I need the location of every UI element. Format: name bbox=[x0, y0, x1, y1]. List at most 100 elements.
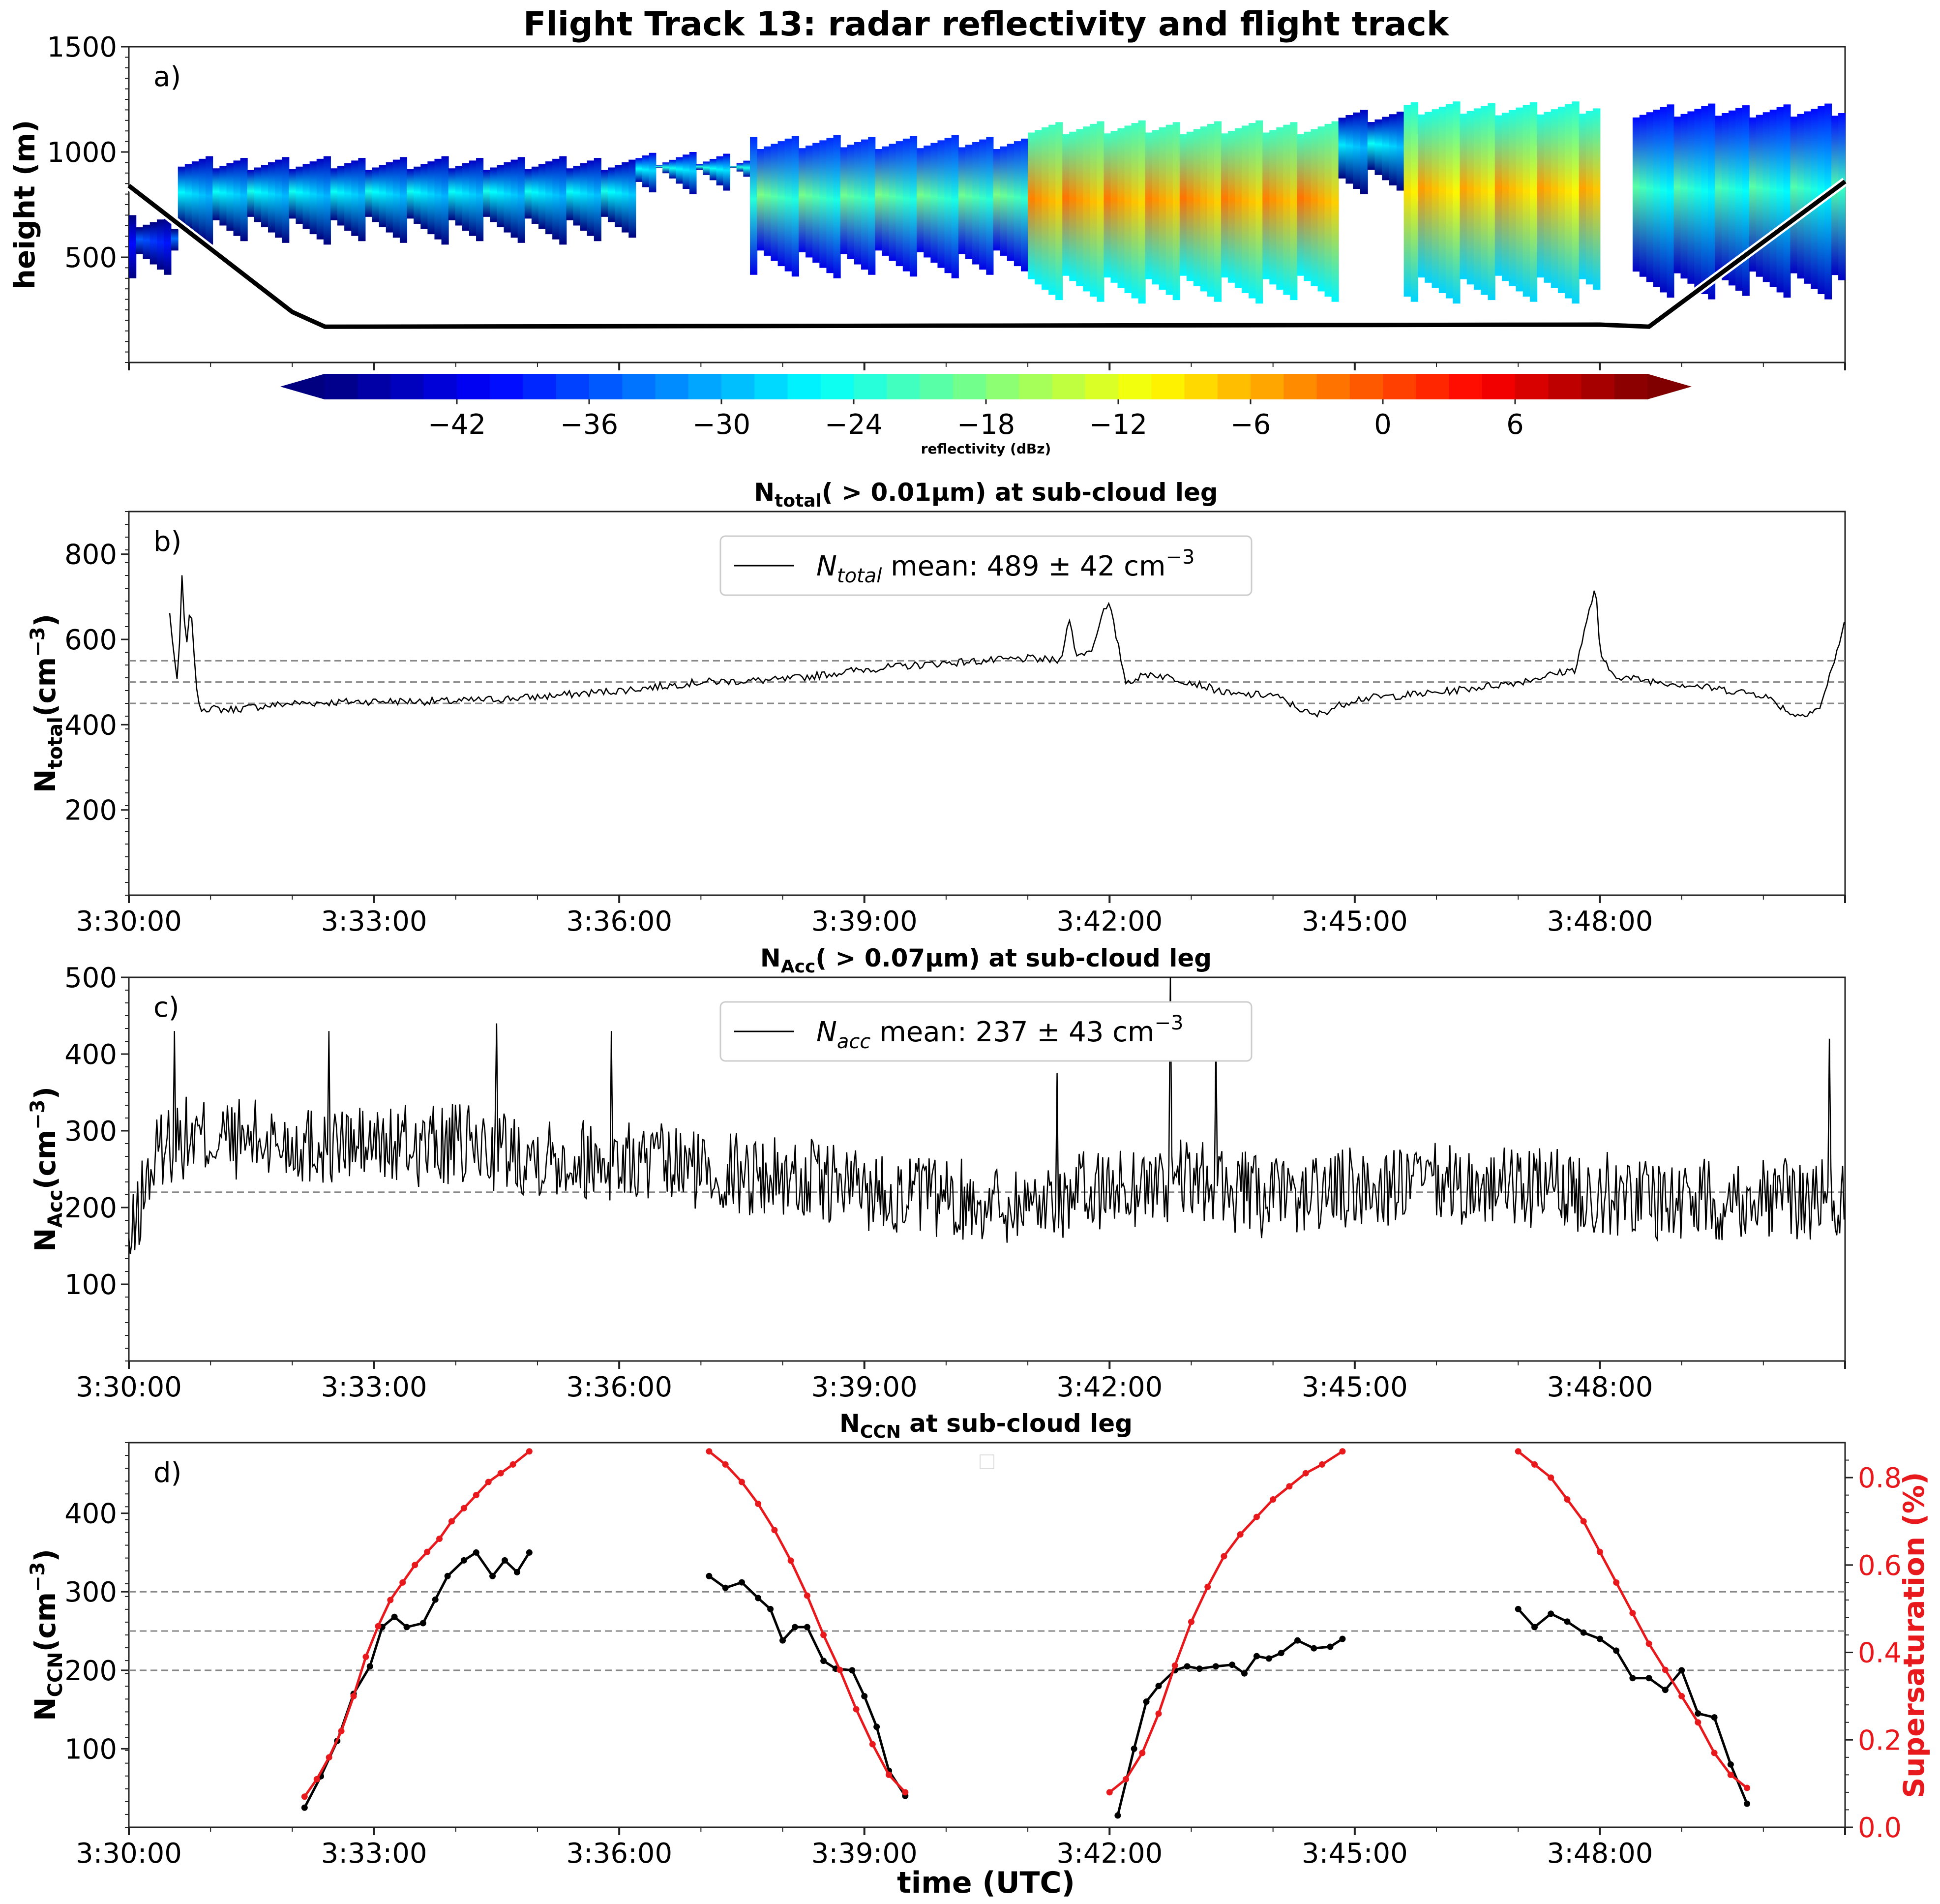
panel-c-ylabel-subscript: Acc bbox=[44, 1189, 67, 1228]
panel-a-echo-strip-1 bbox=[414, 166, 421, 224]
panel-d-xtick-label-2: 3:36:00 bbox=[566, 1838, 672, 1870]
panel-a-echo-strip-7 bbox=[1762, 112, 1770, 282]
panel-a-echo-strip-2 bbox=[709, 159, 717, 181]
panel-d-point-5-9 bbox=[1253, 1513, 1260, 1520]
panel-a-echo-strip-3 bbox=[868, 137, 876, 275]
panel-a-echo-strip-0 bbox=[164, 216, 172, 275]
x-axis-label: time (UTC) bbox=[897, 1866, 1075, 1900]
panel-d-point-4-6 bbox=[1196, 1665, 1203, 1672]
panel-a-echo-strip-3 bbox=[757, 149, 765, 251]
panel-d-point-4-14 bbox=[1311, 1645, 1317, 1652]
panel-d-point-2-8 bbox=[820, 1658, 827, 1664]
panel-a-echo-strip-1 bbox=[607, 167, 616, 222]
panel-d-point-1-3 bbox=[338, 1728, 345, 1734]
panel-d-point-4-7 bbox=[1212, 1663, 1219, 1670]
panel-d-point-2-4 bbox=[767, 1605, 774, 1612]
panel-a-echo-strip-1 bbox=[184, 164, 192, 229]
panel-a-echo-strip-3 bbox=[833, 135, 841, 278]
colorbar-segment-33 bbox=[1416, 374, 1450, 399]
colorbar-segment-1 bbox=[358, 374, 391, 399]
panel-a-echo-strip-4 bbox=[1042, 127, 1049, 290]
panel-a-echo-strip-3 bbox=[764, 146, 772, 256]
panel-a-echo-strip-1 bbox=[517, 157, 525, 243]
colorbar-tick-label-6: −6 bbox=[1230, 409, 1271, 441]
panel-a-echo-strip-3 bbox=[917, 148, 925, 252]
panel-a-echo-strip-4 bbox=[1331, 121, 1339, 302]
panel-c-xtick-label-4: 3:42:00 bbox=[1056, 1371, 1163, 1403]
panel-d-series-3 bbox=[708, 1450, 906, 1793]
panel-d-title: NCCN at sub-cloud leg bbox=[839, 1409, 1133, 1442]
panel-a-echo-strip-1 bbox=[497, 165, 505, 228]
panel-a-echo-strip-1 bbox=[441, 156, 449, 245]
panel-a-echo-strip-3 bbox=[812, 143, 820, 263]
panel-a-echo-strip-2 bbox=[656, 165, 663, 168]
panel-a-echo-strip-3 bbox=[784, 138, 792, 272]
colorbar-segment-32 bbox=[1383, 374, 1417, 399]
panel-d-point-4-2 bbox=[1143, 1698, 1150, 1705]
panel-d-point-0-9 bbox=[432, 1596, 439, 1603]
panel-d-xtick-label-0: 3:30:00 bbox=[76, 1838, 182, 1870]
panel-c-ylabel-units: (cm bbox=[29, 1130, 62, 1189]
panel-a-echo-strip-6 bbox=[1403, 105, 1411, 297]
panel-c-legend-subscript: acc bbox=[837, 1030, 871, 1053]
panel-a-echo-strip-3 bbox=[777, 141, 785, 267]
panel-d-point-3-10 bbox=[869, 1741, 876, 1748]
panel-d-point-5-8 bbox=[1237, 1531, 1244, 1538]
panel-d-point-3-1 bbox=[722, 1461, 729, 1468]
panel-a-echo-strip-1 bbox=[573, 165, 581, 226]
panel-d-point-3-12 bbox=[902, 1789, 909, 1796]
panel-a-flight-track bbox=[127, 180, 1847, 329]
panel-a-echo-strip-3 bbox=[972, 142, 980, 265]
panel-a-echo-strip-2 bbox=[676, 157, 684, 184]
panel-b-title-rest: ( > 0.01μm) at sub-cloud leg bbox=[822, 478, 1218, 507]
panel-a-echo-strip-6 bbox=[1438, 106, 1447, 293]
panel-b-ytick-label-0: 200 bbox=[64, 795, 117, 827]
panel-d-point-4-3 bbox=[1155, 1683, 1162, 1690]
panel-b-xtick-label-0: 3:30:00 bbox=[76, 906, 182, 937]
panel-a-echo-strip-3 bbox=[993, 149, 1001, 251]
panel-d-point-5-10 bbox=[1270, 1496, 1277, 1503]
panel-a-echo-strip-3 bbox=[847, 145, 855, 259]
panel-d-point-0-8 bbox=[419, 1620, 426, 1627]
panel-d-ytick-right-label-4: 0.8 bbox=[1858, 1462, 1902, 1494]
panel-b-xtick-label-1: 3:33:00 bbox=[321, 906, 427, 937]
panel-b-legend-label: Ntotal mean: 489 ± 42 cm−3 bbox=[816, 546, 1194, 587]
panel-d-point-2-2 bbox=[738, 1579, 745, 1586]
panel-c-title-rest: ( > 0.07μm) at sub-cloud leg bbox=[815, 944, 1212, 972]
colorbar-segment-17 bbox=[887, 374, 921, 399]
panel-d-ylabel-right: Supersaturation (%) bbox=[1897, 1472, 1931, 1798]
panel-a-echo-strip-4 bbox=[1304, 131, 1312, 281]
panel-a-echo-strip-1 bbox=[330, 168, 338, 220]
panel-a-echo-strip-1 bbox=[531, 166, 539, 224]
panel-d-point-6-3 bbox=[1564, 1618, 1571, 1625]
panel-d-point-3-0 bbox=[706, 1448, 713, 1455]
panel-a-echo-strip-6 bbox=[1572, 101, 1580, 304]
panel-d-point-1-4 bbox=[350, 1692, 357, 1699]
panel-a-echo-strip-3 bbox=[771, 144, 778, 261]
panel-d-point-1-9 bbox=[412, 1562, 418, 1569]
panel-c-title: NAcc( > 0.07μm) at sub-cloud leg bbox=[760, 944, 1212, 977]
panel-a-echo-strip-4 bbox=[1172, 122, 1180, 301]
panel-a-echo-strip-1 bbox=[455, 165, 463, 226]
colorbar-segment-8 bbox=[589, 374, 623, 399]
panel-a-echo-strip-1 bbox=[566, 168, 574, 220]
panel-a-echo-strip-7 bbox=[1667, 104, 1674, 298]
panel-a-echo-strip-4 bbox=[1221, 133, 1229, 278]
panel-a-echo-strip-1 bbox=[524, 169, 532, 219]
colorbar-extend-low bbox=[280, 374, 325, 399]
panel-a-echo-strip-3 bbox=[951, 135, 959, 278]
panel-b-title: Ntotal( > 0.01μm) at sub-cloud leg bbox=[754, 478, 1218, 511]
panel-a-echo-strip-4 bbox=[1242, 125, 1250, 293]
colorbar-segment-36 bbox=[1515, 374, 1549, 399]
colorbar-tick-label-7: 0 bbox=[1374, 409, 1392, 441]
panel-d-point-1-5 bbox=[362, 1653, 369, 1660]
panel-b-legend-box bbox=[719, 535, 1253, 596]
panel-a-echo-strip-6 bbox=[1579, 113, 1586, 279]
panel-a-echo-strip-1 bbox=[206, 156, 213, 245]
panel-a-echo-strip-1 bbox=[344, 163, 352, 231]
panel-d-point-6-4 bbox=[1580, 1629, 1587, 1636]
panel-a-echo-strip-1 bbox=[622, 162, 629, 233]
panel-a-echo-strip-2 bbox=[696, 164, 704, 170]
panel-d-point-0-7 bbox=[403, 1624, 410, 1631]
panel-c-xtick-label-6: 3:48:00 bbox=[1547, 1371, 1653, 1403]
